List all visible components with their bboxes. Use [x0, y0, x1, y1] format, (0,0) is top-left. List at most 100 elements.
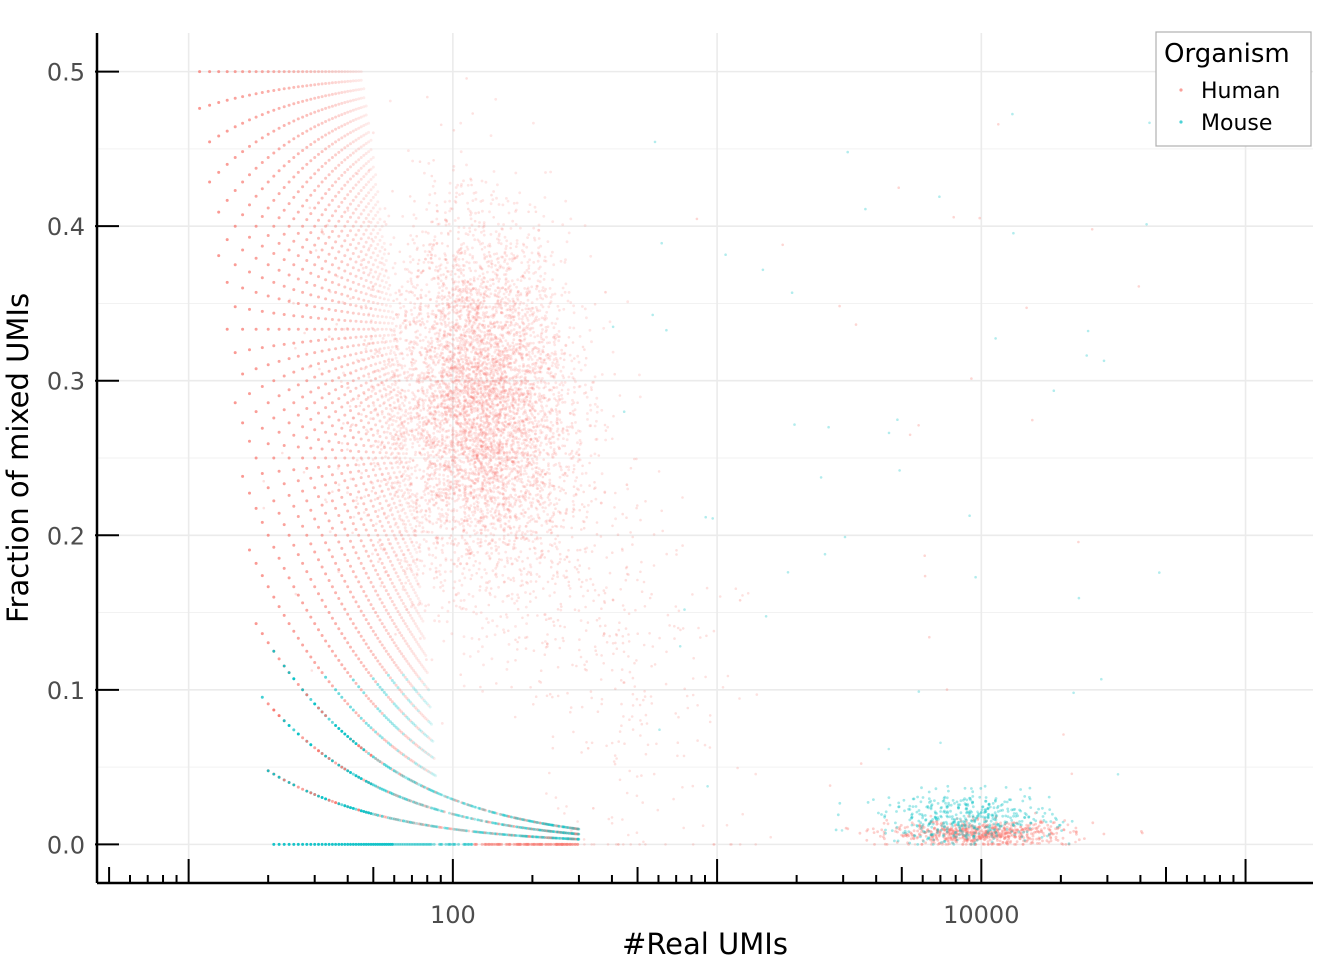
- data-point: [301, 132, 305, 135]
- data-point: [399, 337, 402, 341]
- data-point: [396, 749, 400, 753]
- data-point: [445, 340, 448, 344]
- data-point: [382, 241, 386, 245]
- data-point: [483, 245, 487, 249]
- data-point: [327, 270, 331, 274]
- data-point: [346, 70, 350, 74]
- data-point: [539, 274, 543, 278]
- data-point: [532, 261, 536, 264]
- data-point: [380, 524, 384, 528]
- data-point: [424, 804, 428, 808]
- data-point: [431, 739, 435, 743]
- data-point: [330, 230, 334, 233]
- data-point: [405, 544, 409, 548]
- data-point: [390, 679, 394, 682]
- data-point: [292, 543, 296, 547]
- data-point: [334, 290, 338, 294]
- data-point: [423, 171, 426, 175]
- data-point: [428, 721, 432, 725]
- data-point: [560, 468, 563, 472]
- data-point: [359, 212, 363, 216]
- data-point: [241, 95, 245, 99]
- data-point: [343, 170, 347, 174]
- data-point: [419, 729, 423, 733]
- data-point: [320, 108, 324, 112]
- data-point: [378, 347, 382, 351]
- data-point: [371, 677, 375, 681]
- data-point: [376, 515, 380, 518]
- data-point: [492, 170, 496, 173]
- data-point: [398, 391, 402, 395]
- data-point: [403, 605, 407, 609]
- data-point: [412, 603, 416, 607]
- data-point: [411, 159, 414, 163]
- data-point: [412, 669, 416, 672]
- data-point: [241, 213, 245, 217]
- data-point: [292, 85, 296, 89]
- data-point: [309, 508, 313, 512]
- data-point: [384, 789, 388, 793]
- data-point: [410, 633, 414, 636]
- data-point: [343, 479, 347, 483]
- data-point: [305, 280, 309, 284]
- data-point: [396, 525, 400, 529]
- data-point: [409, 301, 412, 304]
- data-point: [416, 709, 420, 713]
- data-point: [481, 645, 484, 649]
- data-point: [266, 234, 270, 237]
- data-point: [516, 278, 520, 282]
- data-point: [364, 694, 368, 698]
- data-point: [359, 539, 363, 543]
- data-point: [472, 610, 476, 614]
- data-point: [272, 708, 276, 712]
- data-point: [343, 146, 347, 150]
- data-point: [363, 495, 367, 498]
- data-point: [398, 750, 402, 754]
- data-point: [359, 145, 363, 149]
- data-point: [423, 564, 426, 568]
- data-point: [521, 508, 525, 512]
- data-point: [405, 624, 409, 628]
- data-point: [411, 505, 415, 509]
- data-point: [346, 278, 350, 282]
- data-point: [334, 224, 338, 228]
- data-point: [419, 803, 423, 807]
- data-point: [401, 819, 405, 823]
- data-point: [380, 412, 384, 416]
- data-point: [374, 510, 378, 513]
- data-point: [405, 591, 409, 595]
- data-point: [351, 416, 355, 420]
- data-point: [364, 320, 368, 324]
- data-point: [405, 735, 409, 739]
- data-point: [354, 98, 358, 102]
- data-point: [371, 755, 375, 759]
- data-point: [398, 545, 402, 549]
- data-point: [313, 702, 317, 706]
- data-point: [296, 636, 300, 640]
- data-point: [357, 412, 361, 416]
- data-point: [305, 842, 309, 846]
- data-point: [369, 232, 373, 236]
- data-point: [388, 596, 392, 600]
- data-point: [367, 160, 371, 163]
- data-point: [538, 556, 541, 559]
- data-point: [392, 702, 396, 706]
- data-point: [362, 719, 366, 723]
- data-point: [384, 327, 388, 331]
- data-point: [390, 310, 394, 314]
- data-point: [354, 195, 358, 199]
- data-point: [277, 241, 281, 245]
- data-point: [351, 119, 355, 122]
- data-point: [292, 370, 296, 374]
- data-point: [376, 445, 380, 449]
- data-point: [427, 243, 431, 247]
- data-point: [577, 837, 581, 841]
- data-point: [371, 504, 375, 508]
- data-point: [436, 418, 440, 422]
- data-point: [410, 499, 414, 503]
- data-point: [467, 261, 471, 265]
- data-point: [351, 456, 355, 460]
- data-point: [412, 530, 416, 534]
- data-point: [394, 475, 398, 479]
- data-point: [463, 515, 467, 519]
